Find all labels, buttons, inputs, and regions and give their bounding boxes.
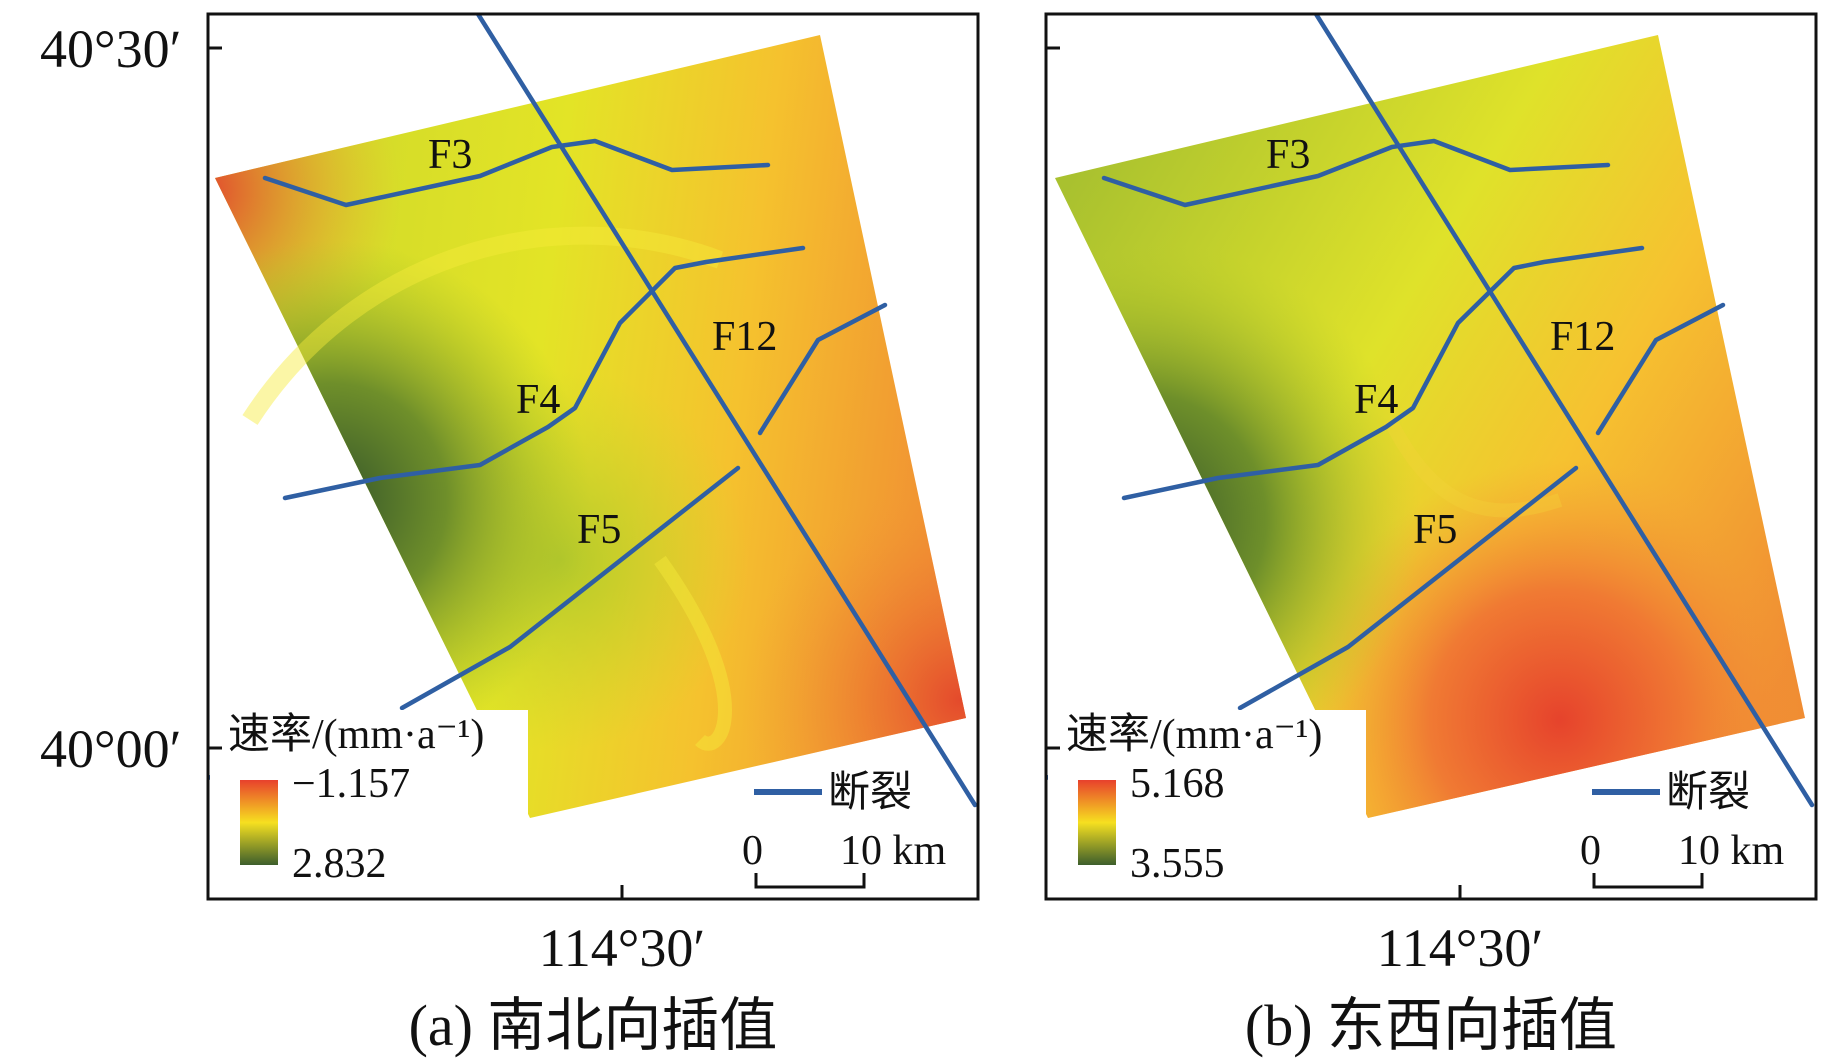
legend-max-b: 5.168 — [1130, 761, 1225, 807]
label-f3-a: F3 — [428, 132, 472, 178]
raster-b — [1055, 35, 1805, 818]
fault-f5-a — [399, 465, 741, 711]
scale-bar-b — [1592, 873, 1704, 889]
fault-f5-b — [1237, 465, 1579, 711]
scale-start-b: 0 — [1580, 828, 1601, 874]
lon-label-a: 114°30′ — [539, 918, 705, 978]
fault-f12-a — [757, 302, 888, 436]
fault-f12-b — [1595, 302, 1726, 436]
scale-end-b: 10 km — [1678, 828, 1785, 874]
label-f3-b: F3 — [1266, 132, 1310, 178]
label-f5-b: F5 — [1413, 507, 1457, 553]
frame-b — [1044, 12, 1818, 901]
fault-major-b — [1313, 14, 1815, 808]
label-f12-a: F12 — [712, 314, 777, 360]
label-f4-a: F4 — [516, 377, 560, 423]
legend-bar-a — [240, 780, 278, 865]
fault-major-a — [475, 14, 978, 808]
raster-a — [215, 35, 966, 818]
caption-b: (b) 东西向插值 — [1245, 993, 1617, 1058]
scale-start-a: 0 — [742, 828, 763, 874]
legend-min-b: 3.555 — [1130, 841, 1225, 887]
label-f5-a: F5 — [577, 507, 621, 553]
legend-max-a: −1.157 — [292, 761, 410, 807]
panel-b: F3 F4 F5 F12 速率/(mm·a⁻¹) 5.168 3.555 断裂 … — [1044, 12, 1818, 901]
frame-a — [206, 12, 980, 901]
scale-end-a: 10 km — [840, 828, 947, 874]
lat-top-label: 40°30′ — [40, 19, 181, 79]
panel-a: F3 F4 F5 F12 速率/(mm·a⁻¹) −1.157 2.832 断裂… — [206, 12, 980, 901]
legend-title-b: 速率/(mm·a⁻¹) — [1066, 711, 1322, 758]
lon-label-b: 114°30′ — [1377, 918, 1543, 978]
lat-bottom-label: 40°00′ — [40, 719, 181, 779]
fault-f4-a — [282, 245, 806, 501]
legend-min-a: 2.832 — [292, 841, 387, 887]
fault-legend-label-b: 断裂 — [1666, 770, 1750, 816]
legend-title-a: 速率/(mm·a⁻¹) — [228, 711, 484, 758]
legend-bar-b — [1078, 780, 1116, 865]
fault-f3-b — [1101, 138, 1611, 208]
scale-bar-a — [754, 873, 866, 889]
label-f12-b: F12 — [1550, 314, 1615, 360]
fault-f4-b — [1121, 245, 1645, 501]
caption-a: (a) 南北向插值 — [409, 993, 778, 1058]
fault-legend-label-a: 断裂 — [828, 770, 912, 816]
label-f4-b: F4 — [1354, 377, 1398, 423]
fault-f3-a — [262, 138, 771, 208]
